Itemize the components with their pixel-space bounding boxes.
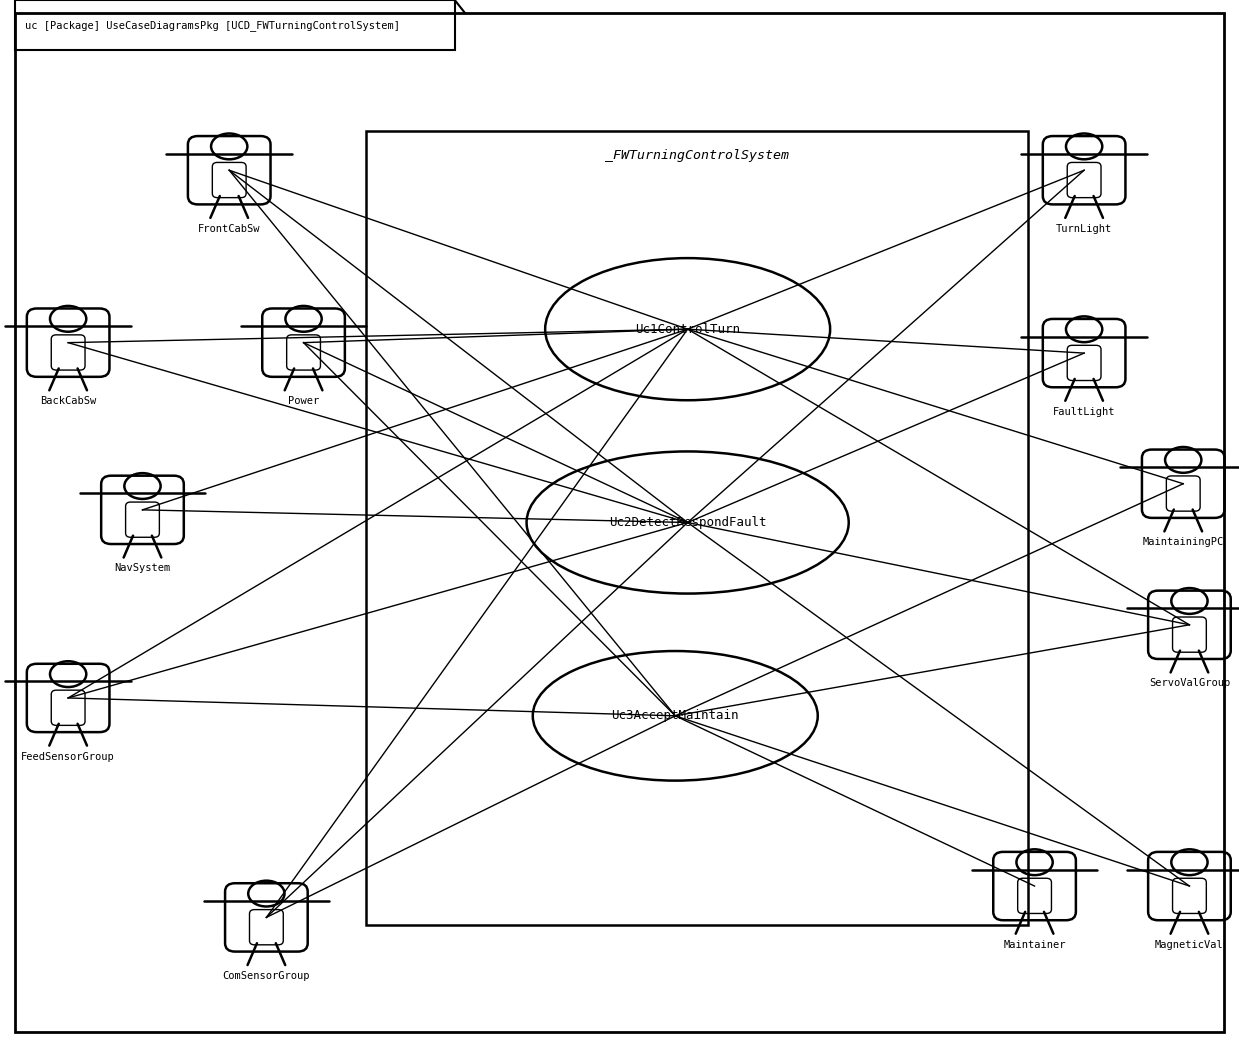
Bar — [15, 0, 455, 50]
Text: Power: Power — [287, 396, 320, 407]
Text: FrontCabSw: FrontCabSw — [198, 224, 260, 234]
Bar — [366, 131, 1028, 925]
Text: ServoValGroup: ServoValGroup — [1149, 678, 1230, 689]
Text: _FWTurningControlSystem: _FWTurningControlSystem — [605, 149, 789, 162]
Text: Uc1ControlTurn: Uc1ControlTurn — [636, 323, 740, 335]
Text: Uc2DetectRespondFault: Uc2DetectRespondFault — [608, 516, 767, 529]
Text: TurnLight: TurnLight — [1056, 224, 1113, 234]
Text: FaultLight: FaultLight — [1053, 407, 1115, 417]
Text: Maintainer: Maintainer — [1004, 939, 1066, 950]
Text: NavSystem: NavSystem — [114, 563, 171, 574]
Text: FeedSensorGroup: FeedSensorGroup — [21, 751, 115, 762]
Text: BackCabSw: BackCabSw — [40, 396, 97, 407]
Text: ComSensorGroup: ComSensorGroup — [223, 971, 310, 981]
Text: uc [Package] UseCaseDiagramsPkg [UCD_FWTurningControlSystem]: uc [Package] UseCaseDiagramsPkg [UCD_FWT… — [25, 20, 400, 30]
Text: MagneticVal: MagneticVal — [1155, 939, 1224, 950]
Text: MaintainingPC: MaintainingPC — [1142, 537, 1224, 548]
Text: Uc3AcceptMaintain: Uc3AcceptMaintain — [612, 710, 738, 722]
